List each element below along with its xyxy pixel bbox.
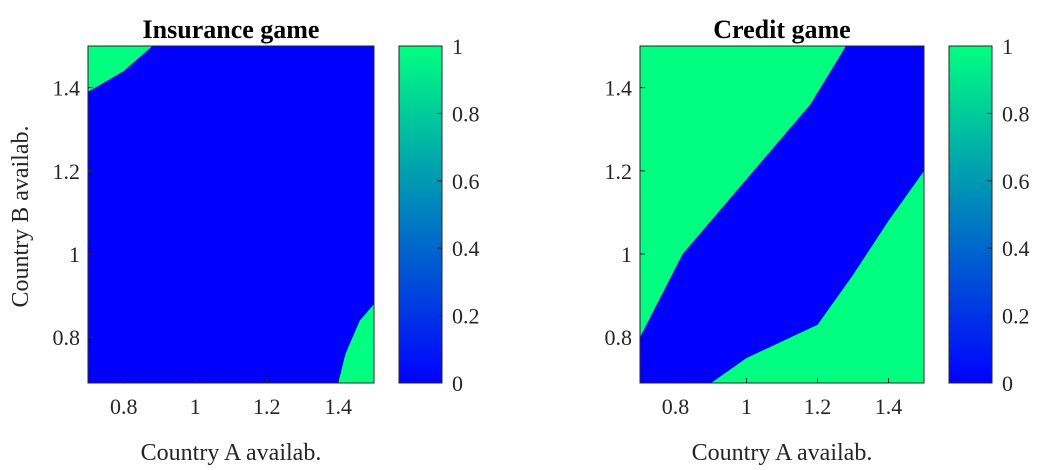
x-tick-label: 1.4 bbox=[875, 394, 903, 419]
x-axis-label-1: Country A availab. bbox=[141, 440, 322, 466]
x-tick-label: 0.8 bbox=[110, 394, 138, 419]
y-tick-label: 0.8 bbox=[605, 325, 633, 350]
plot-frame-1 bbox=[87, 45, 375, 384]
plot-frame-2 bbox=[639, 45, 925, 384]
colorbar-tick-label: 0.2 bbox=[452, 304, 480, 329]
colorbar-tick-label: 0.6 bbox=[452, 169, 480, 194]
x-tick-label: 0.8 bbox=[662, 394, 690, 419]
colorbar-tick-label: 0.2 bbox=[1002, 304, 1030, 329]
x-tick-label: 1.4 bbox=[325, 394, 353, 419]
heatmap-region-1-1 bbox=[88, 46, 153, 92]
x-tick-label: 1 bbox=[741, 394, 752, 419]
colorbar-tick-label: 1 bbox=[1002, 34, 1013, 59]
chart-title-2: Credit game bbox=[713, 15, 850, 44]
colorbar-tick-label: 0 bbox=[1002, 371, 1013, 396]
y-tick-label: 1.4 bbox=[605, 76, 633, 101]
heatmap-region-2-1 bbox=[640, 46, 924, 383]
colorbar-1 bbox=[398, 45, 443, 384]
heatmap-background-1 bbox=[88, 46, 374, 383]
chart-title-1: Insurance game bbox=[143, 15, 320, 44]
colorbar-tick-label: 0 bbox=[452, 371, 463, 396]
y-tick-label: 1.4 bbox=[53, 76, 81, 101]
x-tick-label: 1 bbox=[190, 394, 201, 419]
y-tick-label: 1.2 bbox=[605, 159, 633, 184]
colorbar-tick-label: 0.8 bbox=[452, 101, 480, 126]
y-tick-label: 1.2 bbox=[53, 159, 81, 184]
heatmap-region-1-2 bbox=[338, 303, 374, 383]
colorbar-tick-label: 0.4 bbox=[452, 236, 480, 261]
y-tick-label: 1 bbox=[621, 242, 632, 267]
colorbar-2 bbox=[948, 45, 993, 384]
x-tick-label: 1.2 bbox=[253, 394, 281, 419]
colorbar-tick-label: 0.4 bbox=[1002, 236, 1030, 261]
colorbar-tick-label: 1 bbox=[452, 34, 463, 59]
x-tick-label: 1.2 bbox=[804, 394, 832, 419]
colorbar-tick-label: 0.6 bbox=[1002, 169, 1030, 194]
y-tick-label: 0.8 bbox=[53, 325, 81, 350]
x-axis-label-2: Country A availab. bbox=[692, 440, 873, 466]
colorbar-tick-label: 0.8 bbox=[1002, 101, 1030, 126]
y-axis-label-1: Country B availab. bbox=[8, 126, 34, 308]
y-tick-label: 1 bbox=[69, 242, 80, 267]
